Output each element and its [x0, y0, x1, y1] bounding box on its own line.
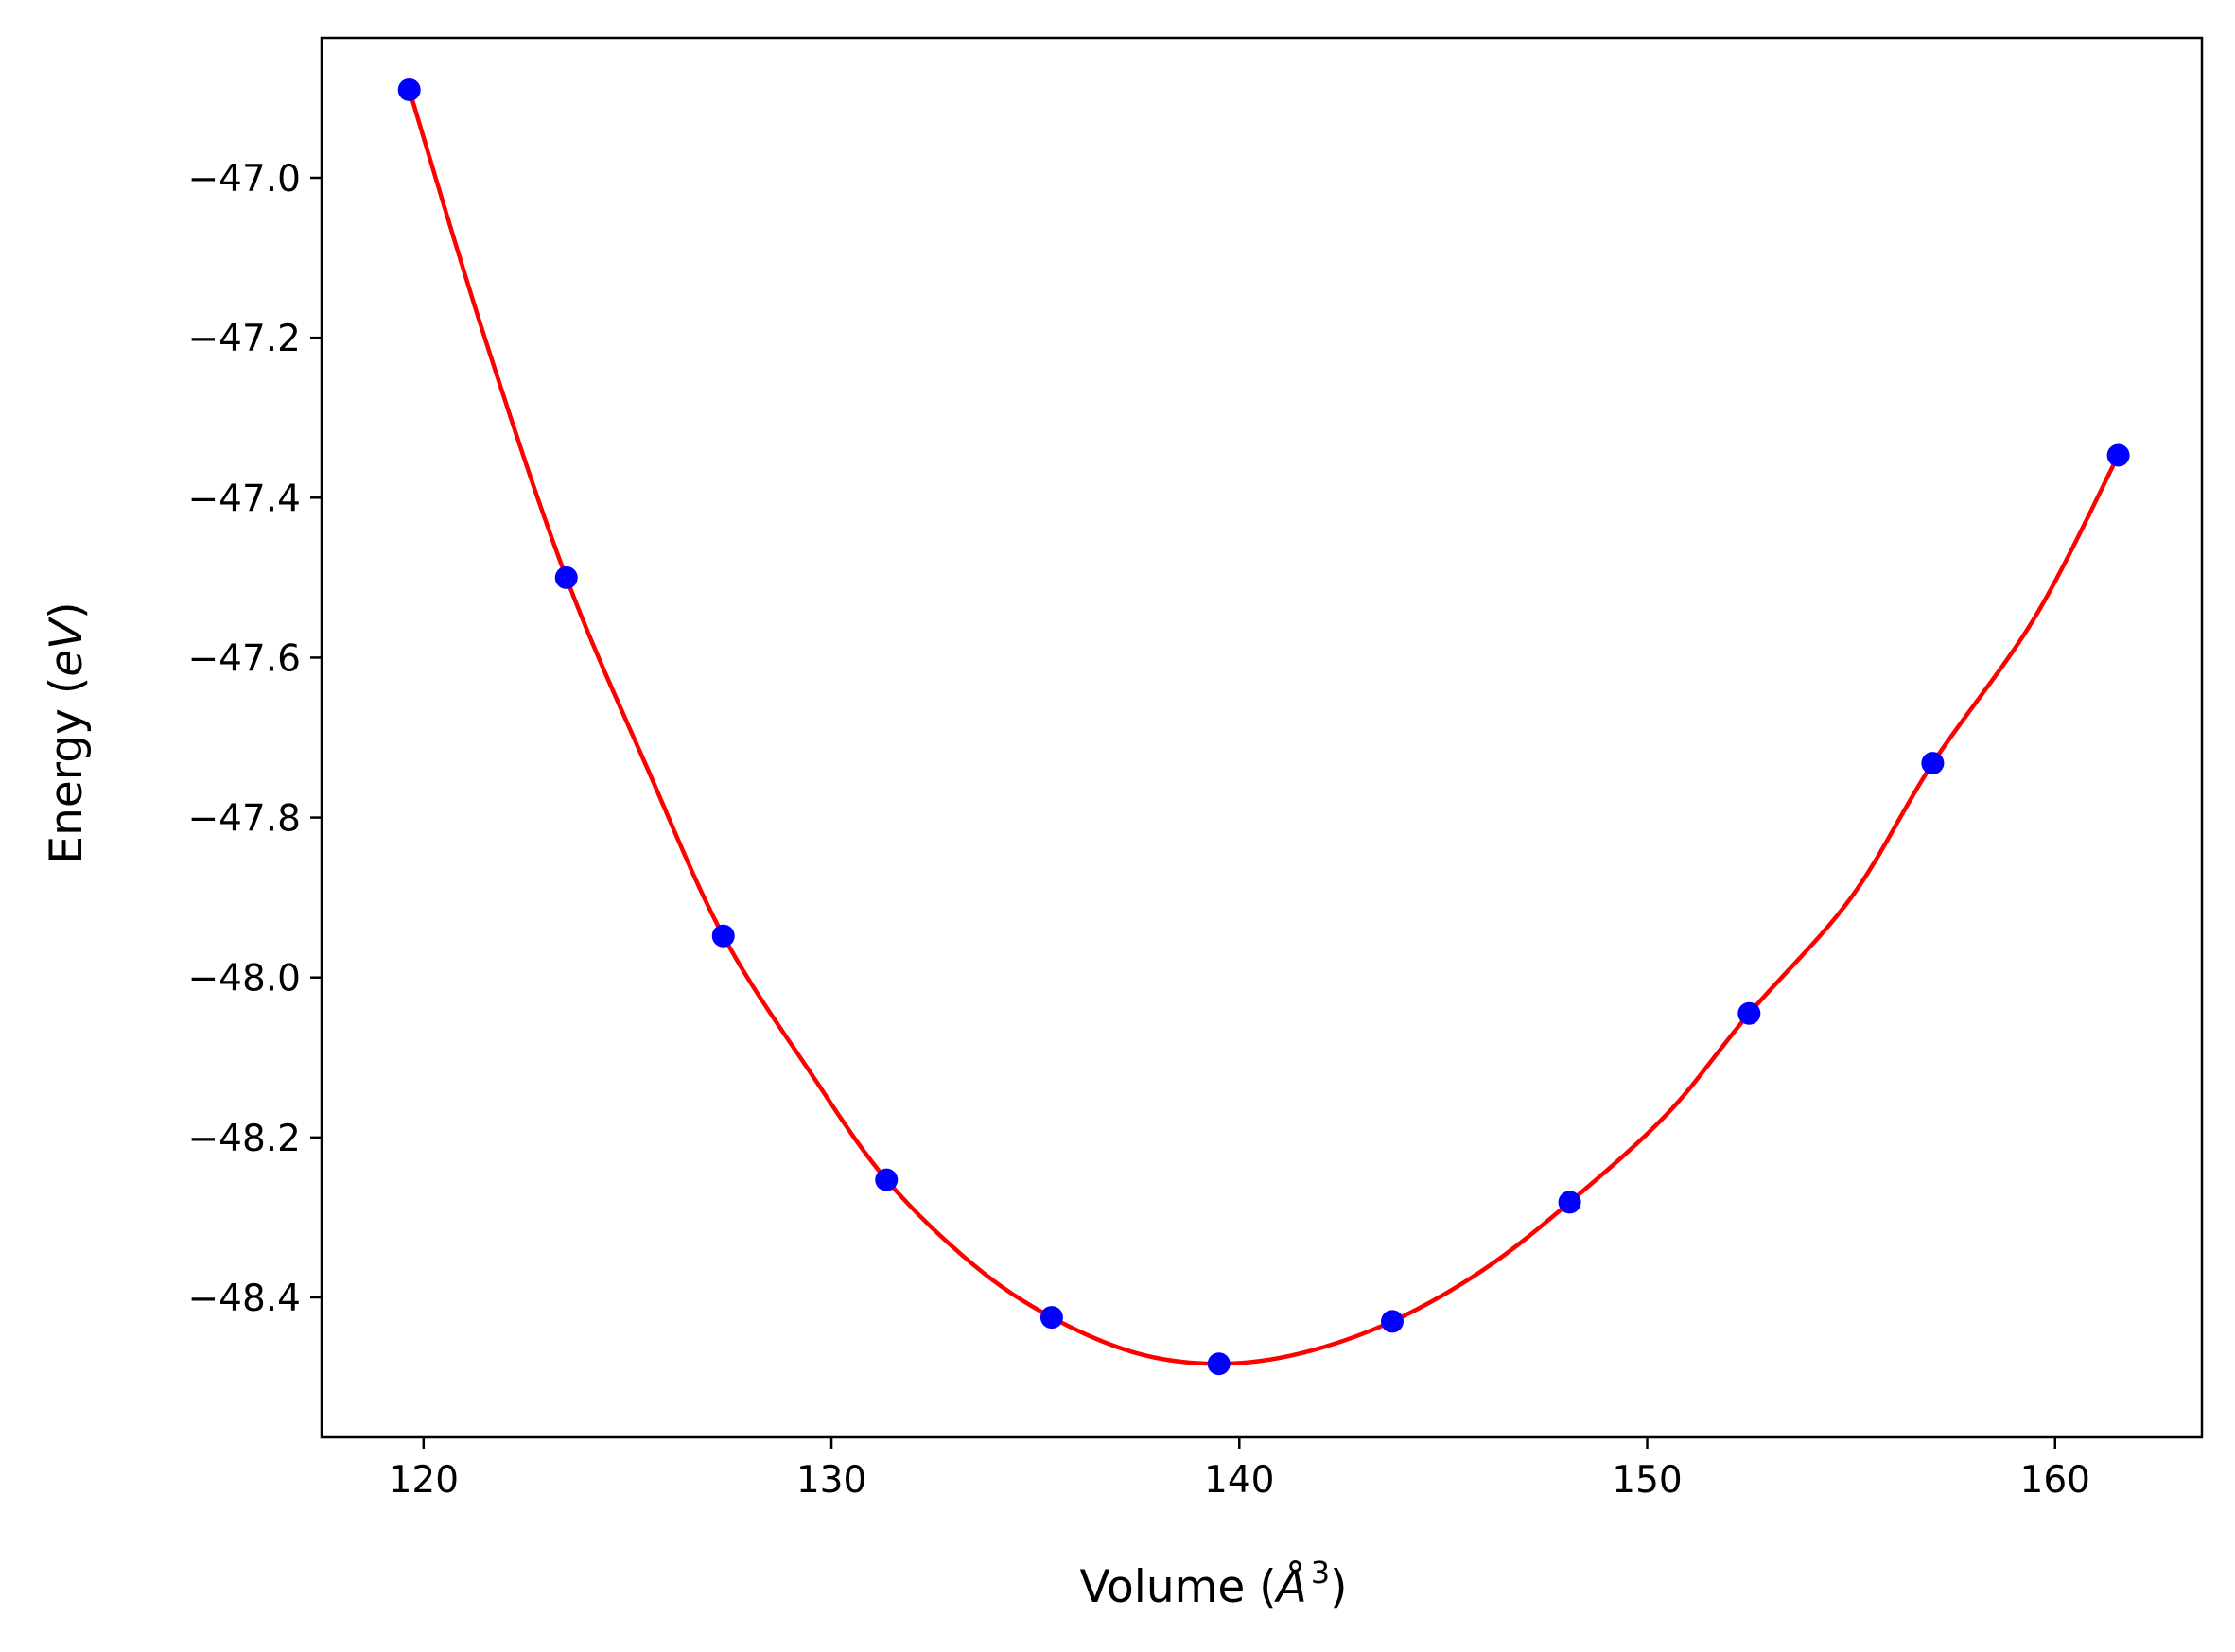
y-axis-label-unit: eV [41, 617, 93, 677]
y-tick-label: −48.2 [187, 1118, 301, 1160]
fit-curve [407, 89, 2121, 1366]
data-point [1558, 1191, 1581, 1214]
data-point [1039, 1306, 1063, 1330]
x-axis: 120 130 140 150 160 [389, 1437, 2090, 1502]
x-tick-label: 140 [1204, 1459, 1274, 1502]
y-tick-label: −47.0 [187, 158, 301, 200]
y-tick-label: −48.4 [187, 1278, 301, 1320]
x-axis-label: Volume (Å 3) [1080, 1555, 1348, 1613]
y-tick-label: −47.6 [187, 637, 301, 680]
data-point [1921, 752, 1945, 775]
data-point [1737, 1001, 1761, 1025]
y-axis-label-close: ) [41, 601, 93, 618]
y-axis-label-text: Energy ( [41, 677, 93, 864]
y-tick-label: −47.8 [187, 798, 301, 841]
y-tick-label: −47.2 [187, 318, 301, 360]
data-point [397, 78, 421, 101]
data-point [1207, 1352, 1231, 1376]
x-axis-label-text: Volume ( [1080, 1561, 1277, 1613]
data-point [554, 565, 578, 589]
y-axis-label: Energy (eV) [41, 601, 93, 863]
x-tick-label: 160 [2020, 1459, 2090, 1502]
data-point [1380, 1310, 1404, 1333]
axes-frame [320, 36, 2204, 1439]
y-tick-label: −47.4 [187, 478, 301, 520]
y-axis: −47.0 −47.2 −47.4 −47.6 −47.8 −48.0 −48.2 −48.4 [187, 158, 322, 1320]
x-tick-label: 150 [1612, 1459, 1682, 1502]
data-point [875, 1168, 899, 1191]
x-axis-label-unit: Å [1274, 1561, 1307, 1613]
data-point [711, 924, 735, 948]
x-tick-label: 120 [389, 1459, 459, 1502]
plot-area [397, 78, 2130, 1376]
y-tick-label: −48.0 [187, 958, 301, 1000]
x-axis-label-exponent: 3 [1311, 1555, 1330, 1591]
x-tick-label: 130 [796, 1459, 866, 1502]
x-axis-label-close: ) [1330, 1561, 1347, 1613]
data-point [2106, 443, 2130, 467]
